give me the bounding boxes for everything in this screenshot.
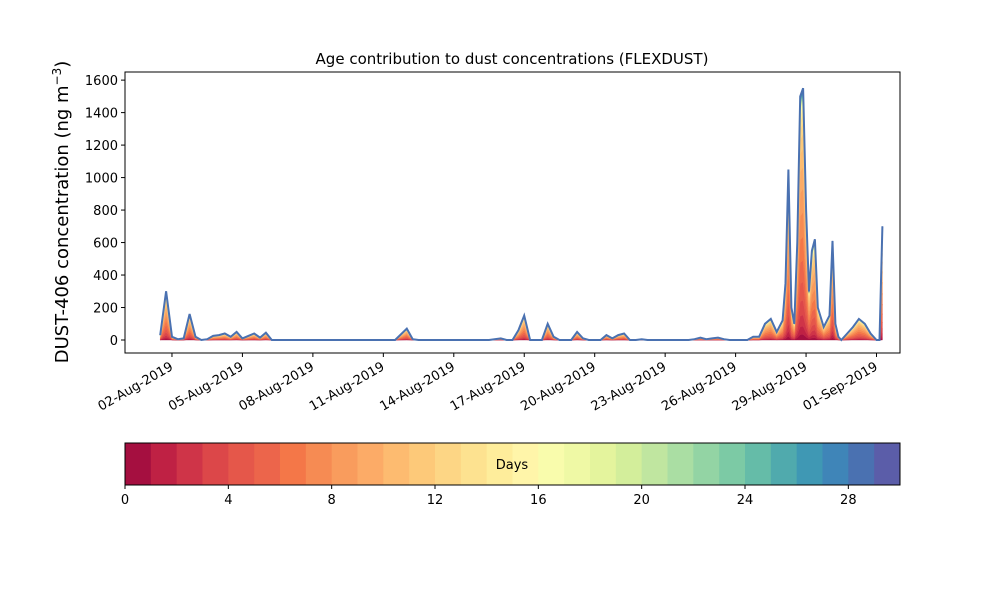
colorbar-bin	[667, 443, 694, 485]
age-band-area	[159, 102, 883, 341]
y-tick-label: 400	[93, 269, 118, 284]
colorbar-bin	[615, 443, 643, 485]
y-tick-label: 1600	[85, 74, 118, 89]
x-tick-label: 01-Sep-2019	[801, 359, 881, 414]
colorbar-bin	[409, 443, 436, 485]
colorbar-bin	[796, 443, 823, 485]
colorbar-bin	[719, 443, 746, 485]
colorbar-bin	[848, 443, 875, 485]
age-band-area	[159, 133, 883, 341]
y-tick-label: 1000	[85, 172, 118, 187]
plot-area	[159, 87, 884, 342]
age-band-area	[159, 94, 883, 341]
age-band-area	[159, 187, 883, 341]
age-band-area	[159, 97, 883, 341]
x-tick-label: 26-Aug-2019	[659, 359, 739, 414]
colorbar-bin	[150, 443, 178, 485]
y-axis: 0 200 400 600 800 1000 1200 1400 1600	[85, 74, 125, 349]
x-tick-label: 02-Aug-2019	[96, 359, 176, 414]
age-band-area	[159, 100, 883, 341]
colorbar-bin	[538, 443, 565, 485]
age-band-area	[159, 91, 883, 341]
colorbar-tick-label: 20	[633, 493, 650, 508]
age-band-area	[159, 108, 883, 341]
colorbar-bin	[125, 443, 152, 485]
age-band-area	[159, 91, 883, 341]
x-tick-label: 23-Aug-2019	[589, 359, 669, 414]
age-band-area	[159, 92, 883, 341]
age-band-area	[159, 90, 883, 341]
age-band-area	[159, 93, 883, 341]
colorbar-bin	[305, 443, 333, 485]
colorbar-bin	[745, 443, 772, 485]
age-band-area	[159, 98, 883, 341]
colorbar-bin	[383, 443, 410, 485]
colorbar-bin	[564, 443, 591, 485]
colorbar-bin	[512, 443, 539, 485]
x-tick-label: 17-Aug-2019	[448, 359, 528, 414]
colorbar-bin	[486, 443, 513, 485]
colorbar-tick-label: 8	[328, 493, 336, 508]
colorbar-bin	[176, 443, 203, 485]
colorbar-tick-label: 12	[427, 493, 444, 508]
colorbar-bin	[590, 443, 617, 485]
colorbar-bin	[874, 443, 901, 485]
chart-title: Age contribution to dust concentrations …	[316, 50, 709, 68]
colorbar-bin	[641, 443, 668, 485]
y-tick-label: 1400	[85, 107, 118, 122]
y-tick-label: 0	[110, 334, 118, 349]
colorbar-label: Days	[496, 458, 529, 473]
colorbar: 0 4 8 12 16 20 24 28	[121, 442, 901, 508]
age-band-area	[159, 96, 883, 341]
plot-frame	[124, 71, 901, 354]
age-band-area	[159, 114, 883, 341]
colorbar-tick-label: 4	[224, 493, 232, 508]
age-band-area	[159, 95, 883, 341]
x-tick-label: 05-Aug-2019	[166, 359, 246, 414]
x-axis: 02-Aug-201905-Aug-201908-Aug-201911-Aug-…	[96, 353, 881, 415]
x-tick-label: 11-Aug-2019	[307, 359, 387, 414]
colorbar-bin	[202, 443, 229, 485]
colorbar-frame	[124, 442, 901, 486]
total-concentration-line	[159, 87, 884, 342]
colorbar-bin	[460, 443, 488, 485]
colorbar-tick-label: 16	[530, 493, 547, 508]
age-band-area	[159, 104, 883, 341]
y-tick-label: 600	[93, 237, 118, 252]
colorbar-bin	[770, 443, 798, 485]
colorbar-bin	[357, 443, 384, 485]
x-tick-label: 29-Aug-2019	[730, 359, 810, 414]
y-tick-label: 1200	[85, 139, 118, 154]
colorbar-bin	[822, 443, 849, 485]
age-band-area	[159, 122, 883, 341]
age-band-area	[159, 89, 883, 341]
age-band-area	[159, 88, 883, 341]
colorbar-tick-label: 24	[737, 493, 754, 508]
y-tick-label: 800	[93, 204, 118, 219]
x-tick-label: 08-Aug-2019	[237, 359, 317, 414]
colorbar-bin	[693, 443, 720, 485]
y-axis-label: DUST-406 concentration (ng m−3)	[50, 61, 73, 364]
colorbar-bin	[435, 443, 462, 485]
colorbar-bin	[228, 443, 255, 485]
colorbar-bin	[254, 443, 281, 485]
age-band-area	[159, 165, 883, 341]
colorbar-tick-label: 28	[840, 493, 857, 508]
age-band-area	[159, 148, 883, 341]
colorbar-tick-label: 0	[121, 493, 129, 508]
colorbar-bin	[280, 443, 307, 485]
y-tick-label: 200	[93, 302, 118, 317]
colorbar-bin	[331, 443, 358, 485]
x-tick-label: 14-Aug-2019	[377, 359, 457, 414]
x-tick-label: 20-Aug-2019	[518, 359, 598, 414]
